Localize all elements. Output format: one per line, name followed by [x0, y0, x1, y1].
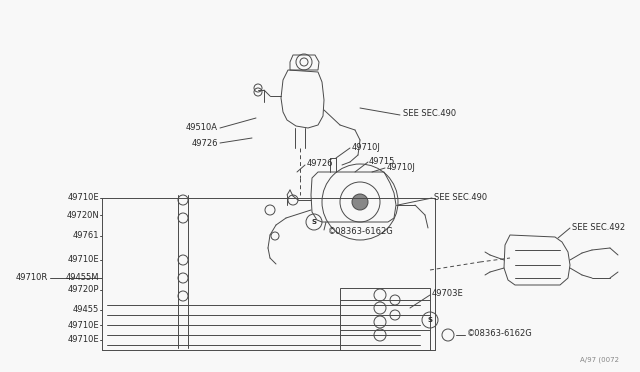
- Text: A/97 (0072: A/97 (0072: [580, 357, 619, 363]
- Circle shape: [352, 194, 368, 210]
- Text: SEE SEC.490: SEE SEC.490: [434, 192, 487, 202]
- Text: 49761: 49761: [72, 231, 99, 241]
- Text: 49715: 49715: [369, 157, 396, 166]
- Text: 49510A: 49510A: [186, 124, 218, 132]
- Text: 49720N: 49720N: [67, 211, 99, 219]
- Text: 49703E: 49703E: [432, 289, 464, 298]
- Text: 49726: 49726: [307, 158, 333, 167]
- Text: ©08363-6162G: ©08363-6162G: [328, 228, 394, 237]
- Text: 49455M: 49455M: [65, 273, 99, 282]
- Text: 49710E: 49710E: [67, 336, 99, 344]
- Text: 49710E: 49710E: [67, 193, 99, 202]
- Text: 49455: 49455: [73, 305, 99, 314]
- Text: 49710J: 49710J: [387, 163, 416, 171]
- Text: S: S: [312, 219, 317, 225]
- Text: SEE SEC.492: SEE SEC.492: [572, 222, 625, 231]
- Text: 49710J: 49710J: [352, 142, 381, 151]
- Text: S: S: [428, 317, 433, 323]
- Text: SEE SEC.490: SEE SEC.490: [403, 109, 456, 119]
- Text: 49726: 49726: [191, 138, 218, 148]
- Text: ©08363-6162G: ©08363-6162G: [467, 330, 532, 339]
- Text: 49710R: 49710R: [16, 273, 48, 282]
- Text: 49720P: 49720P: [67, 285, 99, 295]
- Text: 49710E: 49710E: [67, 321, 99, 330]
- Text: 49710E: 49710E: [67, 256, 99, 264]
